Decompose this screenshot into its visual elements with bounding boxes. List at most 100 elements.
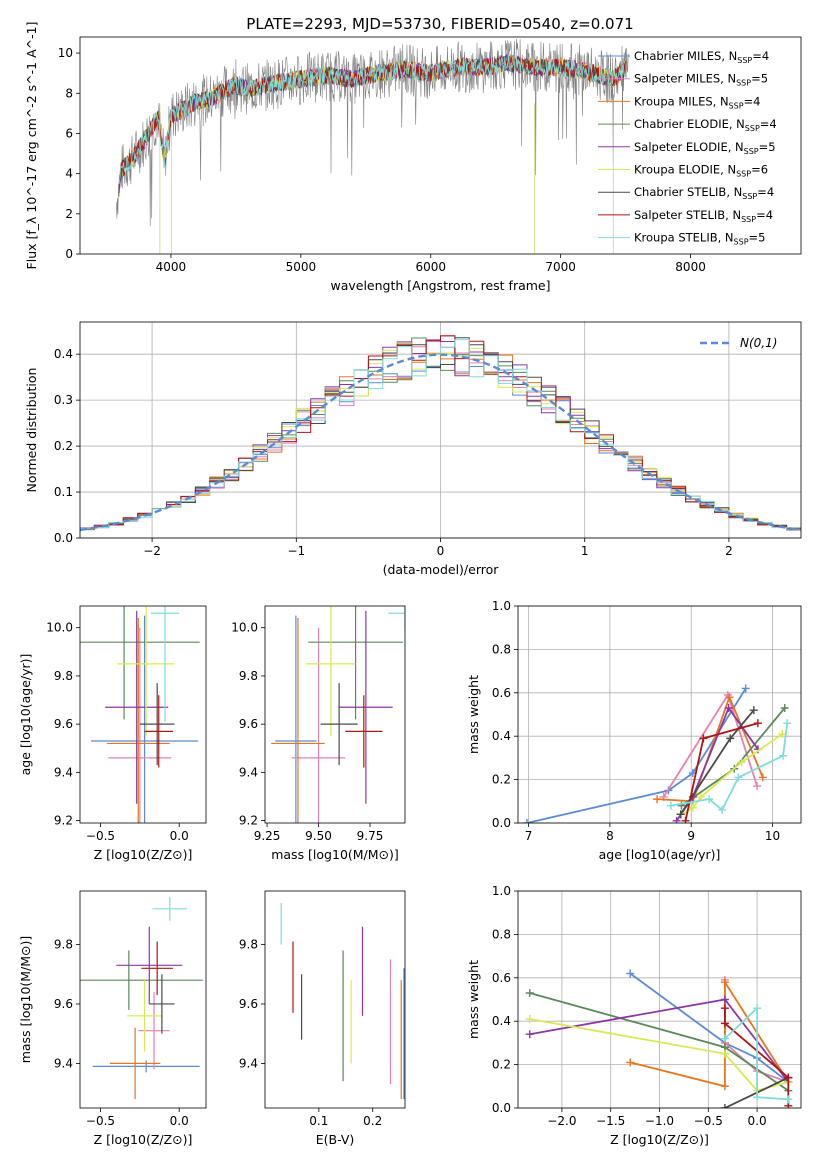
weight-series-line (629, 979, 790, 1088)
weight-marker (720, 995, 729, 1004)
x-tick-label: 1 (581, 544, 589, 558)
y-tick-label: 9.6 (239, 717, 258, 731)
weight-marker (676, 810, 685, 819)
weight-marker (784, 1095, 793, 1104)
x-tick-label: 4000 (156, 260, 187, 274)
axes-frame (79, 890, 207, 1109)
weight-marker (688, 803, 697, 812)
weight-marker (758, 773, 767, 782)
mass_vs_Z-points (80, 896, 203, 1100)
weight-series-line (724, 1006, 789, 1101)
x-tick-label: 6000 (415, 260, 446, 274)
y-tick-label: 10.0 (46, 621, 73, 635)
y-tick-label: 9.2 (54, 814, 73, 828)
weight-marker (753, 782, 762, 791)
weight-marker (783, 719, 792, 728)
x-tick-label: 0.0 (170, 1114, 189, 1128)
weight-marker (699, 734, 708, 743)
y-tick-label: 0.4 (492, 1014, 511, 1028)
mass_vs_Z-axes: −0.5 0.0 9.4 9.6 9.8 Z [log10(Z/Z⊙)] mass [log… (18, 936, 192, 1147)
weight-marker (724, 703, 733, 712)
y-tick-label: 1.0 (492, 884, 511, 898)
weight-marker (726, 734, 735, 743)
axes-frame (79, 321, 802, 539)
x-axis-label: mass [log10(M/M⊙)] (271, 847, 399, 862)
x-tick-label: 9.25 (254, 829, 281, 843)
x-tick-label: 2 (725, 544, 733, 558)
weight-series-line (529, 1018, 789, 1092)
y-axis-label: mass weight (466, 675, 481, 754)
weight-marker (626, 969, 635, 978)
y-tick-label: 9.4 (54, 1056, 73, 1070)
y-tick-label: 9.8 (54, 669, 73, 683)
weight-marker (753, 719, 762, 728)
x-tick-label: 9.75 (357, 829, 384, 843)
x-tick-label: 5000 (286, 260, 317, 274)
x-tick-label: 7000 (545, 260, 576, 274)
y-axis-label: age [log10(age/yr)] (18, 654, 33, 776)
y-tick-label: 0.0 (492, 816, 511, 830)
weight-marker (525, 1030, 534, 1039)
y-tick-label: 10.0 (231, 621, 258, 635)
weight-marker (705, 795, 714, 804)
x-tick-label: 8 (606, 829, 614, 843)
weight-marker (725, 693, 734, 702)
y-tick-label: 4 (65, 167, 73, 181)
weight-series-line (670, 723, 789, 812)
weight_vs_age-axes: 7 8 9 10 0.0 0.2 0.4 0.6 0.8 1.0 age [log10(age/yr… (466, 599, 801, 862)
x-axis-label: age [log10(age/yr)] (599, 847, 721, 862)
mass_vs_ebv-axes: 0.1 0.2 9.4 9.6 9.8 E(B-V) (239, 938, 382, 1147)
legend-entry: Salpeter MILES, NSSP=5 (634, 72, 768, 88)
axes-frame (517, 890, 802, 1109)
y-tick-label: 10 (58, 46, 73, 60)
x-tick-label: −1.0 (645, 1114, 674, 1128)
y-tick-label: 0.0 (492, 1101, 511, 1115)
legend-entry: Kroupa STELIB, NSSP=5 (634, 231, 765, 247)
weight_vs_Z-axes: −2.0 −1.5 −1.0 −0.5 0.0 0.0 0.2 0.4 0.6 0.8 1.0 Z [… (466, 884, 801, 1147)
axes-frame (79, 605, 207, 824)
legend-entry: Salpeter STELIB, NSSP=4 (634, 208, 773, 224)
weight-marker (749, 706, 758, 715)
axes-frame (264, 890, 406, 1109)
spectrum-lines (116, 38, 629, 254)
y-axis-label: mass [log10(M/M⊙)] (18, 936, 33, 1064)
model-spectrum-line (118, 54, 626, 185)
x-tick-label: 0 (437, 544, 445, 558)
x-axis-label: E(B-V) (316, 1132, 355, 1147)
weight-marker (718, 805, 727, 814)
axes-frame (264, 605, 406, 824)
x-tick-label: 9 (687, 829, 695, 843)
legend-entry: Salpeter ELODIE, NSSP=5 (634, 140, 776, 156)
mass_vs_ebv-points (280, 902, 405, 1100)
age_vs_mass-axes: 9.25 9.50 9.75 9.2 9.4 9.6 9.8 10.0 mass [log10(… (231, 621, 399, 862)
x-axis-label: Z [log10(Z/Z⊙)] (94, 847, 193, 862)
weight-marker (653, 795, 662, 804)
y-tick-label: 9.4 (239, 765, 258, 779)
weight-marker (525, 988, 534, 997)
y-tick-label: 9.4 (239, 1056, 258, 1070)
y-axis-label: mass weight (466, 960, 481, 1039)
x-tick-label: 0.0 (170, 829, 189, 843)
figure-title: PLATE=2293, MJD=53730, FIBERID=0540, z=0… (246, 15, 633, 33)
x-tick-label: 7 (525, 829, 533, 843)
y-tick-label: 2 (65, 207, 73, 221)
y-tick-label: 0.1 (54, 485, 73, 499)
y-axis-label: Normed distribution (24, 368, 39, 493)
weight-marker (734, 773, 743, 782)
y-tick-label: 0.3 (54, 393, 73, 407)
y-tick-label: 9.2 (239, 814, 258, 828)
x-tick-label: 0.1 (309, 1114, 328, 1128)
y-tick-label: 0.8 (492, 927, 511, 941)
weight-marker (681, 816, 690, 823)
x-axis-label: Z [log10(Z/Z⊙)] (610, 1132, 709, 1147)
axes-frame (79, 36, 802, 255)
weight-marker (720, 1034, 729, 1043)
y-tick-label: 9.6 (239, 997, 258, 1011)
legend-entry: Chabrier STELIB, NSSP=4 (634, 185, 774, 201)
x-tick-label: −0.5 (86, 829, 115, 843)
weight-marker (753, 1093, 762, 1102)
weight-marker (672, 816, 681, 823)
weight-marker (779, 751, 788, 760)
y-tick-label: 0.6 (492, 971, 511, 985)
x-tick-label: 0.2 (363, 1114, 382, 1128)
